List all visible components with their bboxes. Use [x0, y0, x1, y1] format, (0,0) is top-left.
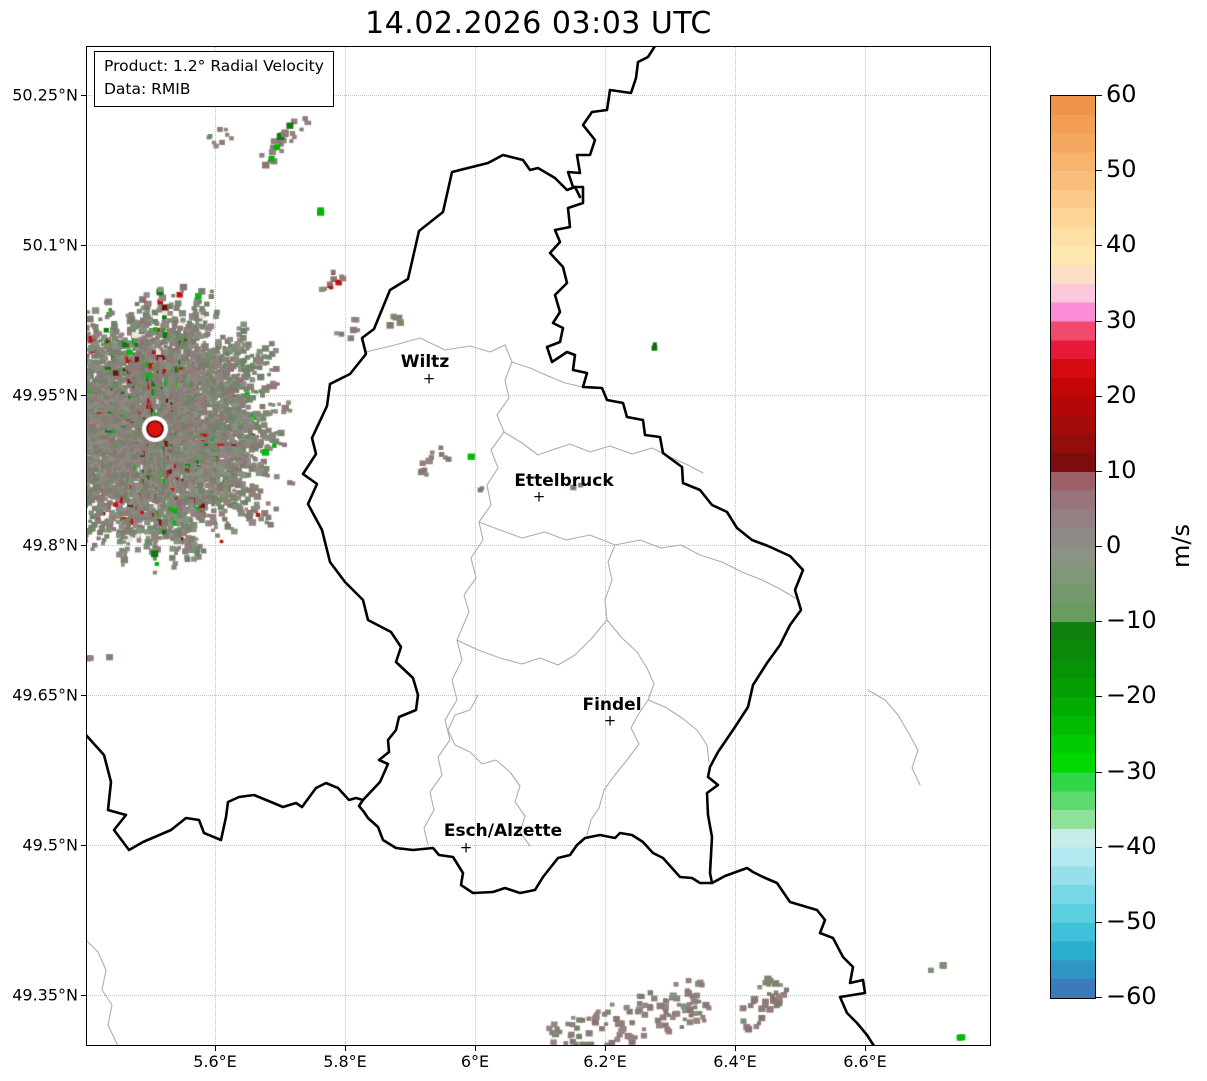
- x-tick-mark: [735, 1046, 736, 1051]
- colorbar-tick-mark: [1096, 997, 1102, 998]
- city-marker: +: [603, 711, 617, 730]
- colorbar-tick-label: −10: [1106, 606, 1157, 635]
- colorbar-tick-label: 20: [1106, 380, 1137, 409]
- district-border-path: [511, 361, 584, 388]
- data-source-line: Data: RMIB: [104, 80, 191, 99]
- colorbar-tick-mark: [1096, 470, 1102, 472]
- country-border-path: [86, 733, 365, 852]
- district-border-path: [365, 337, 513, 846]
- x-tick-label: 6.2°E: [583, 1052, 627, 1071]
- colorbar-tick-mark: [1096, 696, 1102, 698]
- city-label: Findel: [582, 695, 642, 715]
- y-tick-label: 49.65°N: [12, 685, 78, 705]
- district-border-path: [86, 939, 119, 1046]
- colorbar-tick-label: 0: [1106, 530, 1122, 559]
- district-border-path: [604, 544, 616, 621]
- y-tick-label: 49.35°N: [12, 985, 78, 1005]
- colorbar-tick-label: −50: [1106, 906, 1157, 935]
- radar-echo-canvas: [86, 46, 991, 1046]
- y-tick-label: 49.95°N: [12, 385, 78, 405]
- y-tick-label: 49.8°N: [22, 535, 78, 555]
- y-tick-mark: [81, 545, 86, 546]
- y-tick-mark: [81, 695, 86, 696]
- colorbar-tick-mark: [1096, 395, 1102, 397]
- colorbar-tick-mark: [1096, 95, 1102, 96]
- x-tick-mark: [345, 1046, 346, 1051]
- city-label: Ettelbruck: [514, 471, 614, 491]
- x-tick-mark: [475, 1046, 476, 1051]
- x-tick-label: 6.6°E: [843, 1052, 887, 1071]
- colorbar-unit-label: m/s: [1167, 524, 1195, 568]
- colorbar-tick-mark: [1096, 320, 1102, 322]
- district-border-path: [447, 694, 531, 847]
- x-tick-label: 6°E: [460, 1052, 490, 1071]
- map-borders-svg: [86, 46, 921, 1046]
- country-border-path: [545, 46, 876, 1046]
- colorbar-tick-label: −20: [1106, 681, 1157, 710]
- colorbar-tick-mark: [1096, 546, 1102, 547]
- y-tick-mark: [81, 245, 86, 246]
- x-tick-label: 5.6°E: [193, 1052, 237, 1071]
- city-label: Esch/Alzette: [443, 821, 563, 841]
- colorbar-tick-mark: [1096, 245, 1102, 247]
- colorbar-tick-label: 10: [1106, 455, 1137, 484]
- district-border-path: [478, 521, 796, 599]
- y-tick-label: 50.25°N: [12, 85, 78, 105]
- colorbar-tick-label: −40: [1106, 831, 1157, 860]
- y-tick-mark: [81, 395, 86, 396]
- colorbar-tick-mark: [1096, 921, 1102, 923]
- district-border-path: [867, 689, 921, 786]
- figure-title: 14.02.2026 03:03 UTC: [365, 6, 712, 41]
- district-border-path: [647, 699, 710, 763]
- y-tick-label: 50.1°N: [22, 235, 78, 255]
- y-tick-mark: [81, 995, 86, 996]
- product-line: Product: 1.2° Radial Velocity: [104, 57, 324, 75]
- colorbar-tick-label: 30: [1106, 305, 1137, 334]
- x-tick-mark: [865, 1046, 866, 1051]
- colorbar-tick-mark: [1096, 771, 1102, 773]
- x-tick-label: 5.8°E: [323, 1052, 367, 1071]
- district-border-path: [503, 431, 704, 474]
- product-info-box: Product: 1.2° Radial Velocity Data: RMIB: [94, 51, 334, 107]
- city-marker: +: [532, 487, 546, 506]
- city-label: Wiltz: [400, 352, 450, 372]
- x-tick-mark: [215, 1046, 216, 1051]
- y-tick-label: 49.5°N: [22, 835, 78, 855]
- y-tick-mark: [81, 95, 86, 96]
- colorbar-tick-label: 50: [1106, 155, 1137, 184]
- district-border-path: [456, 619, 655, 836]
- colorbar-tick-label: 40: [1106, 230, 1137, 259]
- colorbar-tick-mark: [1096, 846, 1102, 848]
- colorbar-tick-label: −60: [1106, 981, 1157, 1010]
- colorbar-tick-mark: [1096, 170, 1102, 172]
- city-marker: +: [459, 838, 473, 857]
- colorbar-tick-label: 60: [1106, 79, 1137, 108]
- colorbar: [1050, 95, 1096, 999]
- y-tick-mark: [81, 845, 86, 846]
- colorbar-tick-label: −30: [1106, 756, 1157, 785]
- city-marker: +: [422, 369, 436, 388]
- x-tick-mark: [605, 1046, 606, 1051]
- x-tick-label: 6.4°E: [713, 1052, 757, 1071]
- country-border-path: [301, 153, 714, 895]
- colorbar-tick-mark: [1096, 621, 1102, 623]
